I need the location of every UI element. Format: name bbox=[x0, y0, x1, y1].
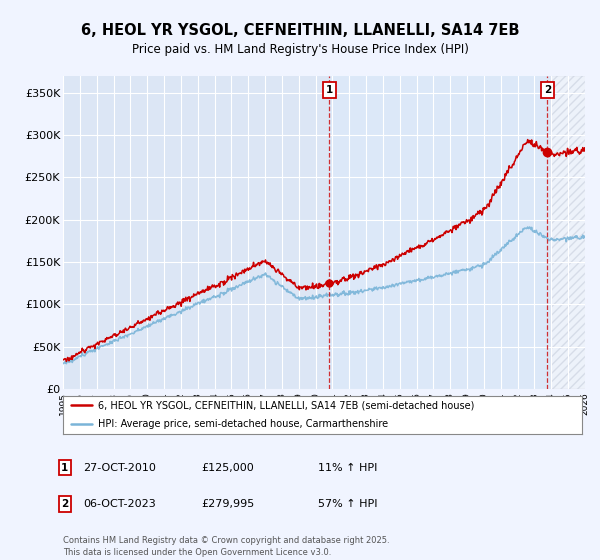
Text: £279,995: £279,995 bbox=[201, 499, 254, 509]
Text: 1: 1 bbox=[61, 463, 68, 473]
Text: 6, HEOL YR YSGOL, CEFNEITHIN, LLANELLI, SA14 7EB (semi-detached house): 6, HEOL YR YSGOL, CEFNEITHIN, LLANELLI, … bbox=[98, 400, 475, 410]
Text: 57% ↑ HPI: 57% ↑ HPI bbox=[318, 499, 377, 509]
Text: 06-OCT-2023: 06-OCT-2023 bbox=[83, 499, 155, 509]
Text: 27-OCT-2010: 27-OCT-2010 bbox=[83, 463, 155, 473]
Text: 2: 2 bbox=[544, 85, 551, 95]
Text: Contains HM Land Registry data © Crown copyright and database right 2025.
This d: Contains HM Land Registry data © Crown c… bbox=[63, 536, 389, 557]
Text: 2: 2 bbox=[61, 499, 68, 509]
Text: 6, HEOL YR YSGOL, CEFNEITHIN, LLANELLI, SA14 7EB: 6, HEOL YR YSGOL, CEFNEITHIN, LLANELLI, … bbox=[81, 24, 519, 38]
Text: Price paid vs. HM Land Registry's House Price Index (HPI): Price paid vs. HM Land Registry's House … bbox=[131, 43, 469, 56]
Text: HPI: Average price, semi-detached house, Carmarthenshire: HPI: Average price, semi-detached house,… bbox=[98, 419, 388, 430]
Bar bbox=[329, 76, 547, 389]
Text: 11% ↑ HPI: 11% ↑ HPI bbox=[318, 463, 377, 473]
Text: £125,000: £125,000 bbox=[201, 463, 254, 473]
Text: 1: 1 bbox=[326, 85, 333, 95]
